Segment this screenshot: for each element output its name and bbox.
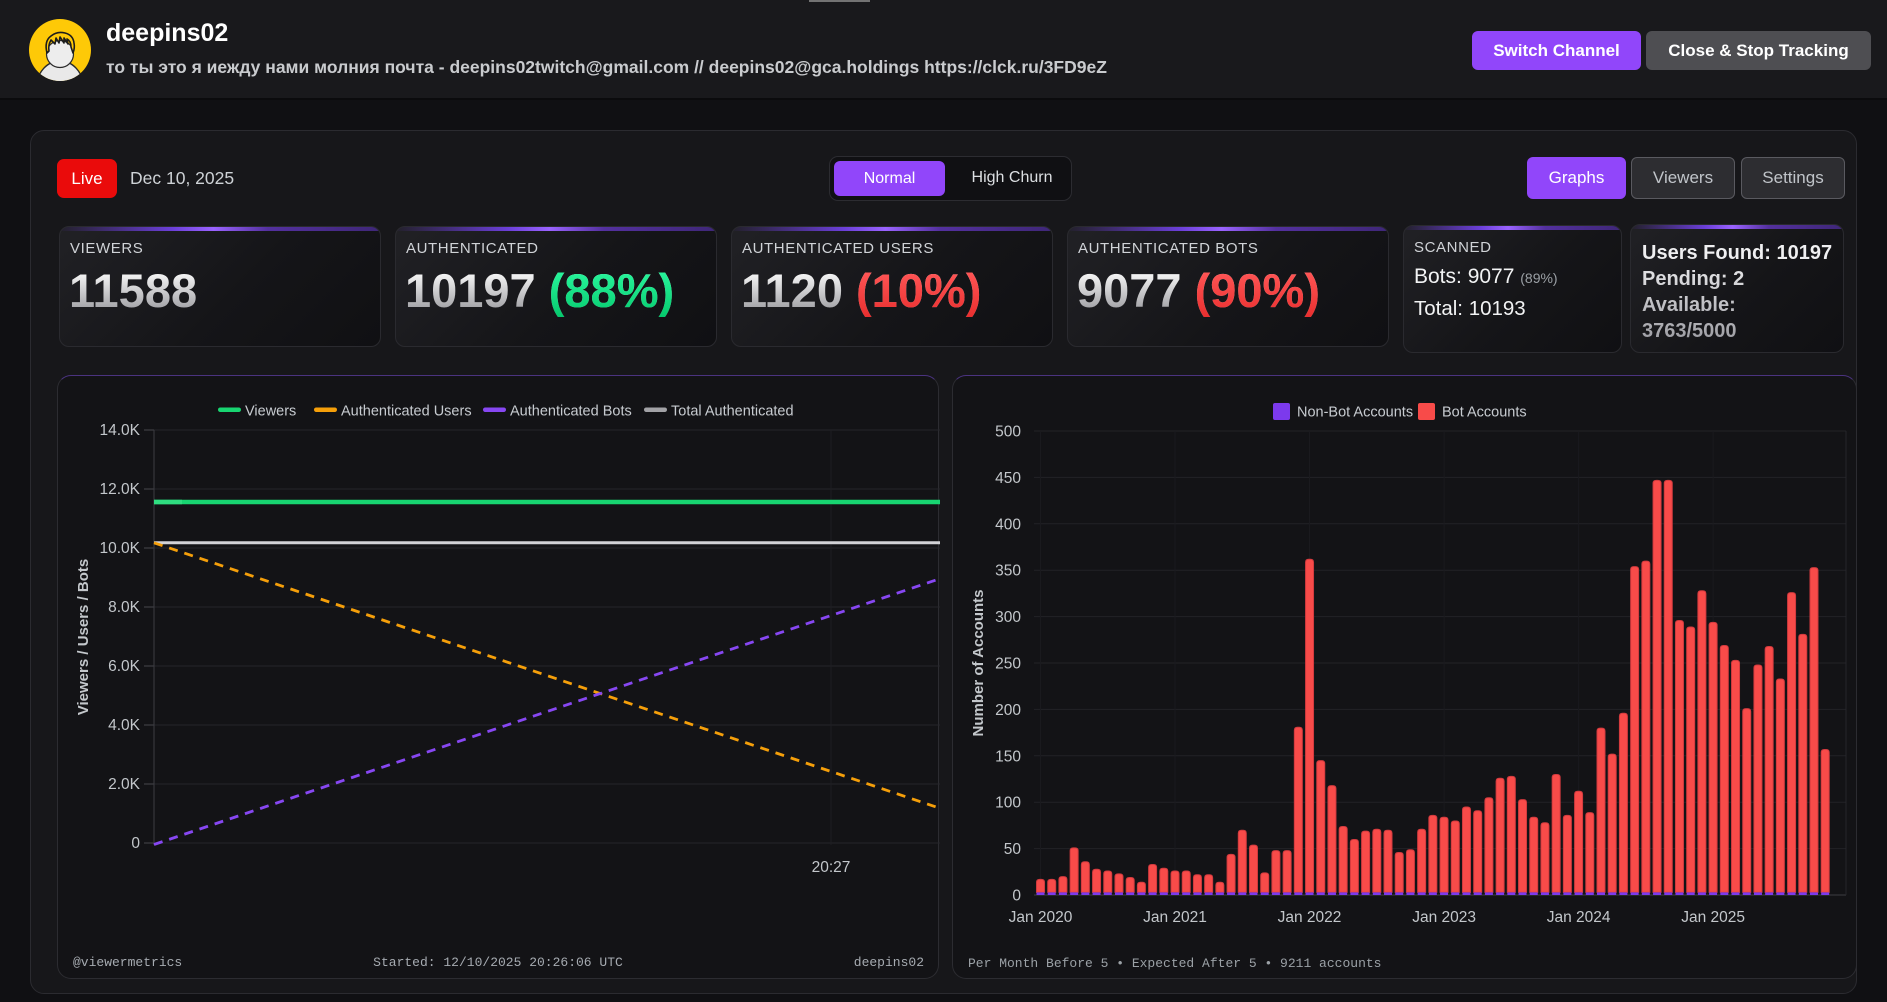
- svg-text:Jan 2023: Jan 2023: [1412, 909, 1476, 926]
- svg-text:14.0K: 14.0K: [99, 422, 140, 439]
- svg-text:500: 500: [995, 424, 1021, 441]
- svg-text:4.0K: 4.0K: [108, 717, 141, 734]
- svg-text:150: 150: [995, 748, 1021, 765]
- svg-text:Authenticated Users: Authenticated Users: [341, 404, 472, 420]
- svg-text:6.0K: 6.0K: [108, 658, 141, 675]
- svg-text:50: 50: [1004, 841, 1022, 858]
- svg-text:Jan 2022: Jan 2022: [1278, 909, 1342, 926]
- svg-text:0: 0: [1012, 888, 1021, 905]
- svg-text:Jan 2020: Jan 2020: [1009, 909, 1073, 926]
- svg-text:Total Authenticated: Total Authenticated: [671, 404, 794, 420]
- svg-text:Jan 2024: Jan 2024: [1547, 909, 1611, 926]
- svg-text:8.0K: 8.0K: [108, 599, 141, 616]
- svg-text:0: 0: [131, 835, 140, 852]
- svg-text:400: 400: [995, 516, 1021, 533]
- svg-text:350: 350: [995, 563, 1021, 580]
- svg-text:2.0K: 2.0K: [108, 776, 141, 793]
- svg-text:250: 250: [995, 656, 1021, 673]
- svg-text:Non-Bot Accounts: Non-Bot Accounts: [1297, 405, 1413, 421]
- svg-text:Number of Accounts: Number of Accounts: [970, 590, 987, 737]
- svg-text:10.0K: 10.0K: [99, 540, 140, 557]
- svg-text:450: 450: [995, 470, 1021, 487]
- svg-text:Authenticated Bots: Authenticated Bots: [510, 404, 632, 420]
- svg-text:Viewers / Users / Bots: Viewers / Users / Bots: [75, 559, 92, 715]
- svg-text:20:27: 20:27: [812, 859, 851, 876]
- svg-text:300: 300: [995, 609, 1021, 626]
- svg-text:200: 200: [995, 702, 1021, 719]
- svg-text:Bot Accounts: Bot Accounts: [1442, 405, 1527, 421]
- svg-text:100: 100: [995, 795, 1021, 812]
- svg-text:12.0K: 12.0K: [99, 481, 140, 498]
- svg-text:Viewers: Viewers: [245, 404, 296, 420]
- svg-text:Jan 2021: Jan 2021: [1143, 909, 1207, 926]
- svg-text:Jan 2025: Jan 2025: [1681, 909, 1745, 926]
